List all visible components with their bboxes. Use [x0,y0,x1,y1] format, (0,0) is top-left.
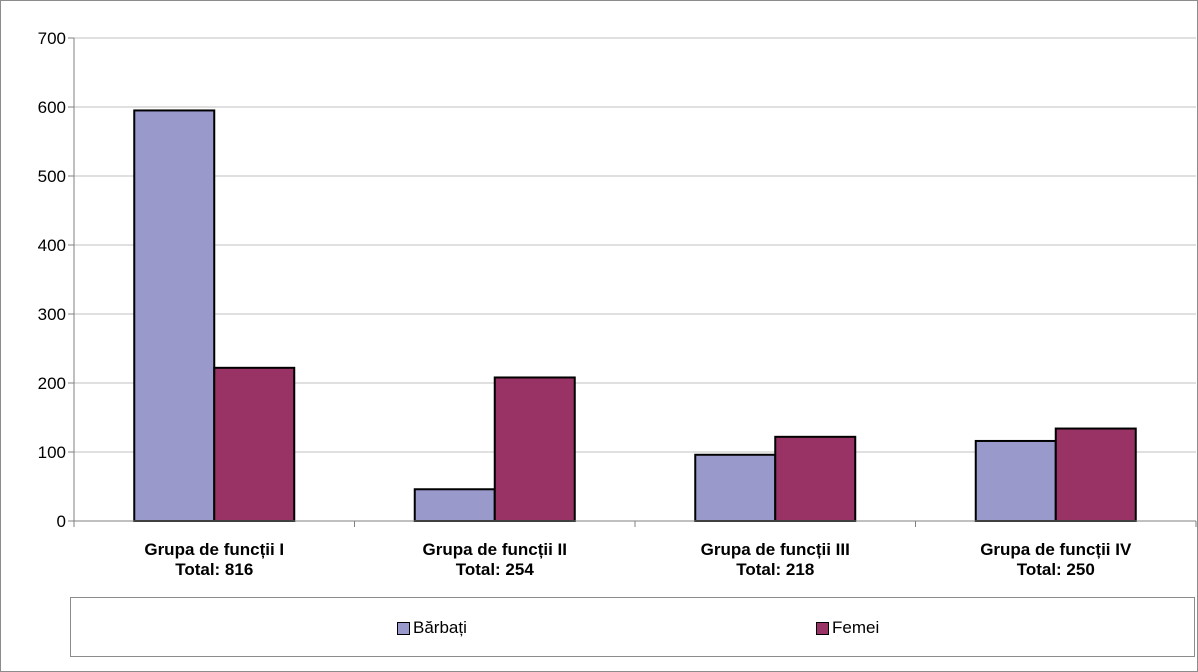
y-tick-label: 400 [38,236,66,255]
y-tick-label: 500 [38,167,66,186]
x-category-label: Grupa de funcții III [701,540,850,559]
x-category-label: Total: 218 [736,560,814,579]
bar-femei [493,376,576,523]
y-tick-label: 200 [38,374,66,393]
legend: Bărbați Femei [70,597,1195,657]
legend-label-femei: Femei [832,618,880,637]
legend-label-barbati: Bărbați [413,618,467,637]
x-category-label: Total: 250 [1017,560,1095,579]
y-tick-label: 0 [57,512,66,531]
legend-item-barbati: Bărbați [397,618,467,638]
bar-femei [213,366,296,522]
labels: 0 100 200 300 400 500 600 700 Grupa de funcții I… [38,29,1132,579]
legend-item-femei: Femei [816,618,879,638]
legend-swatch-femei [816,621,829,635]
bar-barbati [974,439,1057,522]
x-category-label: Grupa de funcții I [144,540,284,559]
y-tick-label: 700 [38,29,66,48]
y-tick-label: 300 [38,305,66,324]
bar-barbati [413,488,496,523]
x-category-label: Grupa de funcții IV [980,540,1132,559]
bars [133,109,1137,523]
bar-chart: 0 100 200 300 400 500 600 700 Grupa de funcții I… [38,29,1197,579]
bar-barbati [694,453,777,523]
y-tick-label: 600 [38,98,66,117]
x-category-label: Total: 816 [175,560,253,579]
legend-swatch-barbati [397,621,410,635]
x-category-label: Grupa de funcții II [422,540,567,559]
bar-femei [1054,427,1137,523]
bar-barbati [133,109,216,522]
bar-femei [774,435,857,523]
axes [68,37,1197,527]
x-category-label: Total: 254 [456,560,535,579]
y-tick-label: 100 [38,443,66,462]
